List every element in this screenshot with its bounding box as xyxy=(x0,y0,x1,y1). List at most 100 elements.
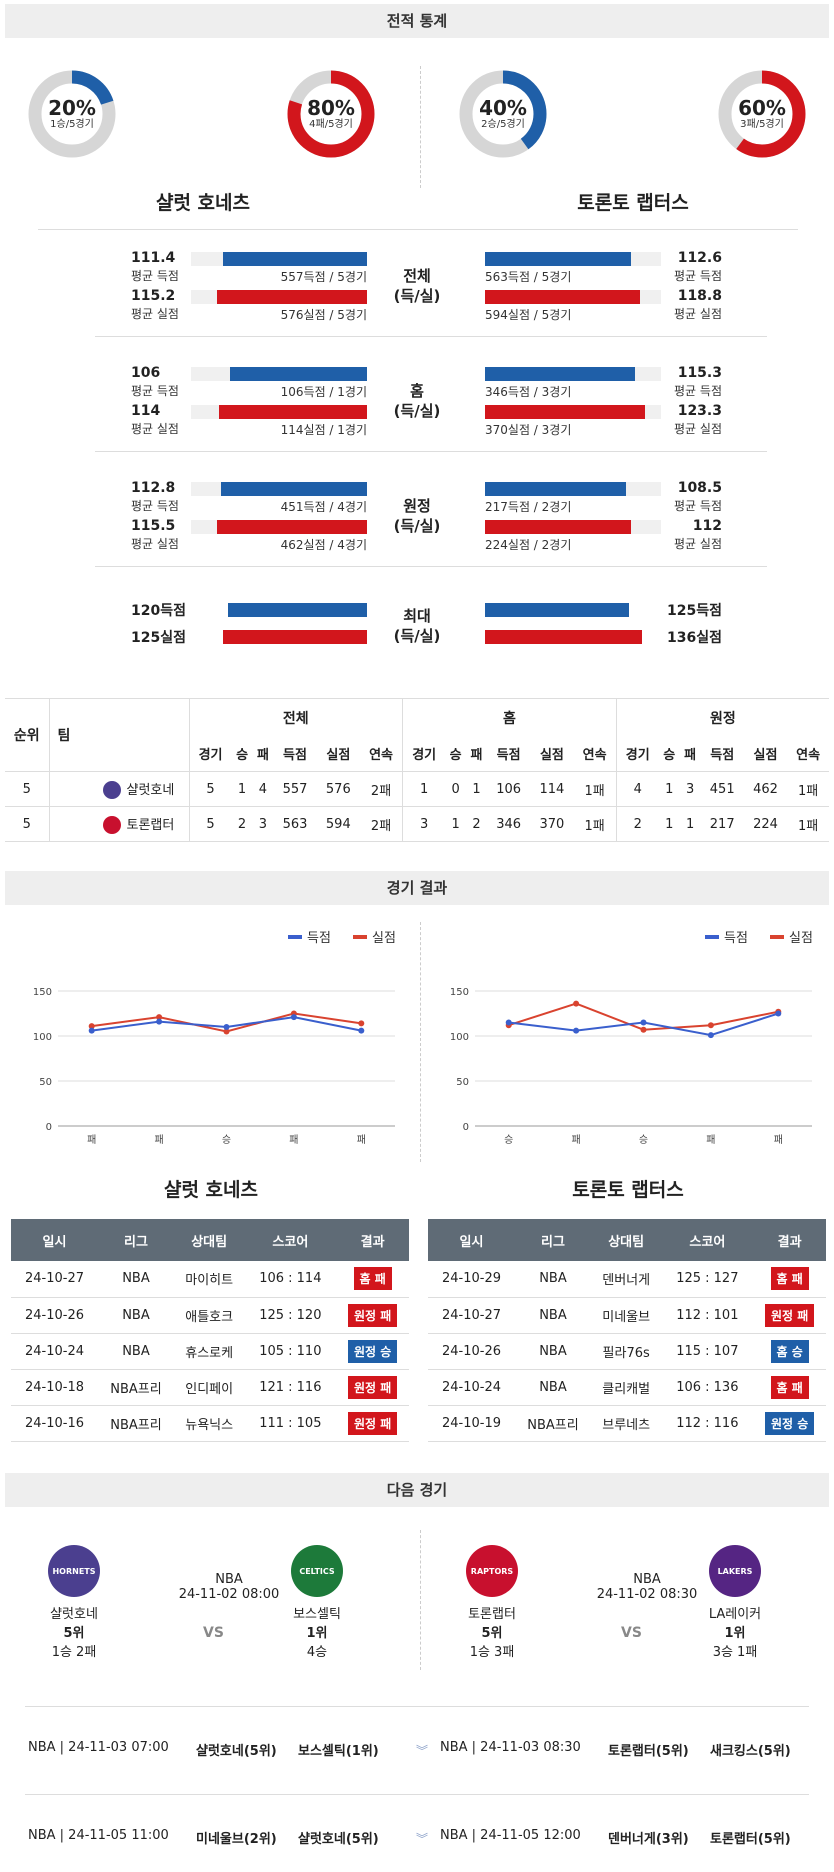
right-label: 평균 실점 xyxy=(674,422,722,436)
next-team[interactable]: RAPTORS 토론랩터 5위 1승 3패 xyxy=(447,1545,537,1660)
result-badge: 원정 패 xyxy=(347,1411,398,1435)
table-header-row: 일시 리그 상대팀 스코어 결과 xyxy=(11,1219,409,1261)
next-team[interactable]: HORNETS 샬럿호네 5위 1승 2패 xyxy=(29,1545,119,1660)
donut-record: 4패/5경기 xyxy=(309,119,353,130)
column-header: 득점 xyxy=(486,736,531,772)
schedule-team[interactable]: 미네울브(2위) xyxy=(196,1832,277,1847)
team-header: 팀 xyxy=(48,698,189,772)
vs-label: VS xyxy=(203,1625,224,1641)
left-bar-track xyxy=(191,290,367,304)
stat-cell: 2 xyxy=(615,806,659,842)
date-cell: 24-10-29 xyxy=(428,1261,516,1298)
league-cell: NBA xyxy=(515,1333,591,1370)
column-header: 결과 xyxy=(753,1219,826,1261)
data-point xyxy=(573,1000,580,1007)
max-left-bar xyxy=(222,630,367,644)
group-label-sub: (득/실) xyxy=(393,627,441,645)
donut-record: 3패/5경기 xyxy=(740,119,784,130)
result-cell: 홈 패 xyxy=(336,1261,409,1298)
opponent-cell: 뉴욕닉스 xyxy=(173,1405,245,1442)
date-cell: 24-10-26 xyxy=(428,1333,516,1370)
standings-table: 순위 팀 전체 홈 원정 경기 승 패 득점 실점 연속 경기 승 패 득점 실점 연속 경기 승 패 득점 실… xyxy=(5,698,829,842)
score-cell: 106 : 136 xyxy=(661,1369,754,1406)
x-tick-label: 승 xyxy=(639,1134,648,1146)
schedule-team[interactable]: 샬럿호네(5위) xyxy=(298,1832,379,1847)
left-bar xyxy=(217,290,367,304)
next-team[interactable]: LAKERS LA레이커 1위 3승 1패 xyxy=(690,1545,780,1660)
team-cell[interactable]: 샬럿호네 xyxy=(48,771,189,807)
date-cell: 24-10-18 xyxy=(11,1369,99,1406)
date-cell: 24-10-24 xyxy=(428,1369,516,1406)
stat-cell: 451 xyxy=(700,771,744,807)
team-logo-text: RAPTORS xyxy=(470,1566,514,1576)
away-team-title: 토론토 랩터스 xyxy=(577,192,689,214)
donut-center: 20% 1승/5경기 xyxy=(26,68,118,160)
data-point xyxy=(156,1018,163,1025)
column-header: 승 xyxy=(658,736,680,772)
stat-cell: 1패 xyxy=(573,806,617,842)
schedule-team[interactable]: 덴버너게(3위) xyxy=(608,1832,689,1847)
data-point xyxy=(88,1023,95,1030)
match-info: NBA 24-11-02 08:30 xyxy=(577,1572,717,1602)
score-cell: 105 : 110 xyxy=(244,1333,337,1370)
right-caption: 217득점 / 2경기 xyxy=(485,500,572,514)
left-value: 115.2 xyxy=(131,288,176,304)
y-tick-label: 100 xyxy=(450,1032,469,1043)
stat-cell: 3 xyxy=(402,806,446,842)
max-left-value: 125실점 xyxy=(131,630,186,646)
stat-cell: 106 xyxy=(486,771,531,807)
league-cell: NBA xyxy=(515,1297,591,1334)
donut-chart: 40% 2승/5경기 xyxy=(457,68,549,160)
stat-row: 114 평균 실점 114실점 / 1경기 370실점 / 3경기 123.3 평균 실점 xyxy=(0,401,834,439)
max-left-value: 120득점 xyxy=(131,603,186,619)
schedule-team[interactable]: 보스셀틱(1위) xyxy=(298,1744,379,1759)
team-record: 4승 xyxy=(306,1645,328,1660)
column-header: 연속 xyxy=(359,736,403,772)
x-tick-label: 패 xyxy=(289,1134,298,1146)
stat-cell: 0 xyxy=(445,771,467,807)
team-logo-icon: HORNETS xyxy=(48,1545,100,1597)
table-row: 5 샬럿호네 5 1 4 557 576 2패 1 0 1 106 114 1패 4 1 3 451 462 1패 xyxy=(5,771,829,807)
league-cell: NBA xyxy=(98,1333,174,1370)
column-header: 스코어 xyxy=(661,1219,754,1261)
left-bar xyxy=(220,482,367,496)
data-point xyxy=(573,1027,580,1034)
data-point xyxy=(707,1032,714,1039)
column-header: 득점 xyxy=(700,736,744,772)
team-rank: 1위 xyxy=(306,1626,328,1641)
left-bar-track xyxy=(191,367,367,381)
group-header-all: 전체 xyxy=(188,698,403,737)
schedule-team[interactable]: 토론랩터(5위) xyxy=(710,1832,791,1847)
team-cell[interactable]: 토론랩터 xyxy=(48,806,189,842)
schedule-team[interactable]: 샬럿호네(5위) xyxy=(196,1744,277,1759)
data-point xyxy=(290,1014,297,1021)
group-label: 전체 (득/실) xyxy=(380,266,454,306)
results-home-title: 샬럿 호네츠 xyxy=(163,1179,258,1201)
data-point xyxy=(640,1026,647,1033)
stat-cell: 2패 xyxy=(359,806,403,842)
schedule-team[interactable]: 새크킹스(5위) xyxy=(710,1744,791,1759)
right-value: 112 xyxy=(692,518,722,534)
stat-cell: 1 xyxy=(658,806,680,842)
line-chart-away: 득점 실점 0 50 100 150 승 패 승 패 패 xyxy=(450,931,813,1146)
column-header: 스코어 xyxy=(244,1219,337,1261)
left-bar-track xyxy=(191,520,367,534)
donut-chart: 80% 4패/5경기 xyxy=(285,68,377,160)
stat-cell: 3 xyxy=(252,806,274,842)
result-cell: 원정 승 xyxy=(753,1405,826,1442)
donut-arc xyxy=(718,70,806,158)
schedule-team[interactable]: 토론랩터(5위) xyxy=(608,1744,689,1759)
team-logo-icon xyxy=(102,781,121,800)
stat-cell: 1패 xyxy=(573,771,617,807)
date-cell: 24-10-27 xyxy=(428,1297,516,1334)
next-team[interactable]: CELTICS 보스셀틱 1위 4승 xyxy=(272,1545,362,1660)
table-row: 24-10-27 NBA 미네울브 112 : 101 원정 패 xyxy=(428,1297,826,1334)
x-tick-label: 패 xyxy=(87,1134,96,1146)
y-tick-label: 50 xyxy=(39,1077,52,1088)
max-right-bar xyxy=(485,630,642,644)
league-cell: NBA xyxy=(98,1297,174,1334)
column-header: 일시 xyxy=(11,1219,99,1261)
max-right-bar xyxy=(485,603,630,617)
right-bar-track xyxy=(485,405,661,419)
